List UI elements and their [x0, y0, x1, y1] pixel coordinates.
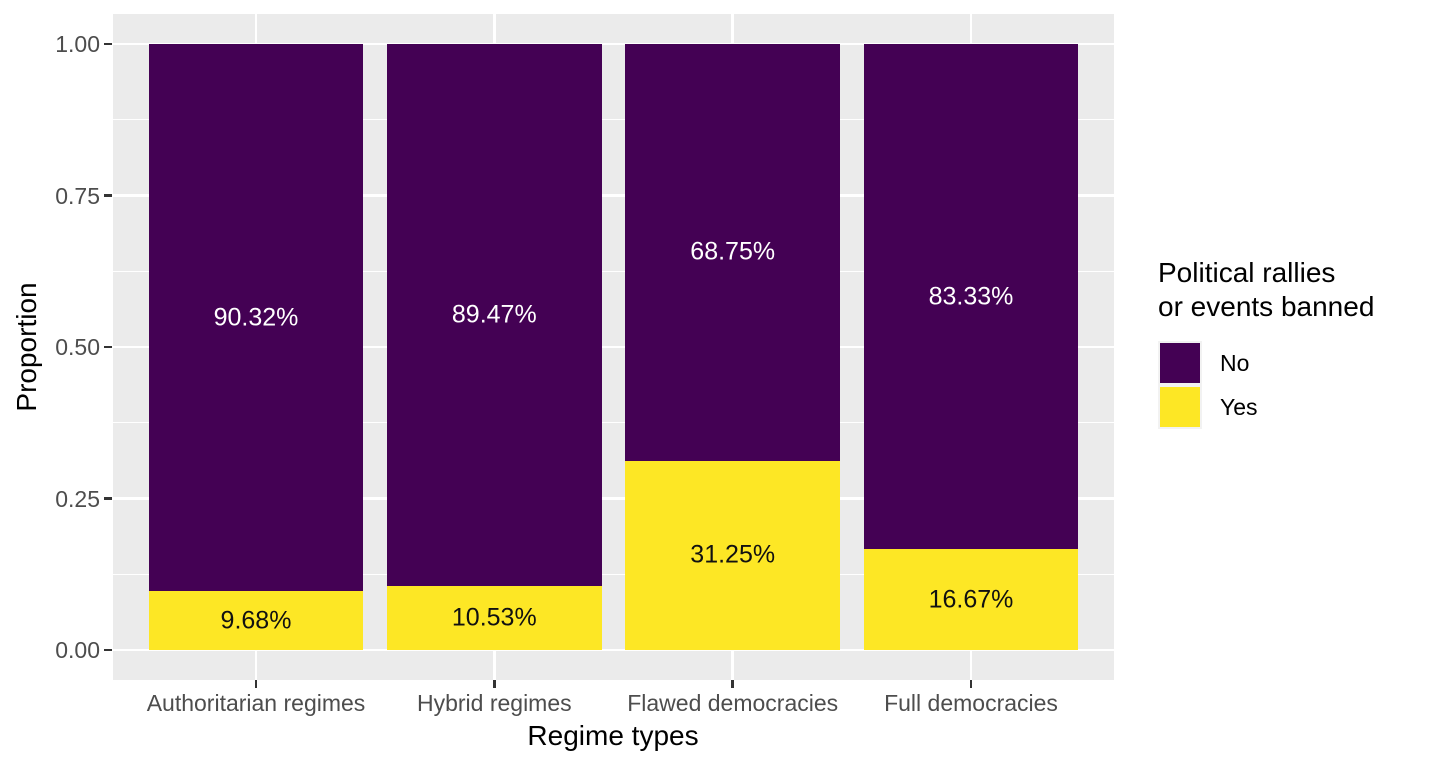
h-minor-gridline	[113, 422, 1114, 424]
h-major-gridline	[113, 194, 1114, 197]
bar-segment-no	[863, 44, 1079, 549]
x-tick-label: Full democracies	[884, 690, 1058, 716]
y-tick-mark	[104, 345, 112, 349]
h-major-gridline	[113, 42, 1114, 46]
bar-segment-no	[625, 44, 840, 461]
bar-segment-yes	[148, 591, 364, 650]
y-tick-label: 0.25	[55, 485, 100, 512]
bar-segment-no	[148, 44, 364, 592]
x-tick-label: Authoritarian regimes	[146, 690, 366, 716]
legend-key-swatch	[1158, 341, 1202, 385]
legend-key-swatch	[1158, 385, 1202, 429]
x-tick-mark	[731, 680, 734, 688]
bar-label-yes: 10.53%	[451, 603, 537, 632]
bar-label-no: 90.32%	[213, 303, 299, 332]
y-tick-label: 0.00	[55, 637, 100, 663]
y-tick-label: 1.00	[55, 31, 100, 57]
legend-entry: No	[1158, 341, 1258, 385]
h-minor-gridline	[113, 573, 1114, 575]
h-minor-gridline	[113, 270, 1114, 272]
y-tick-mark	[104, 42, 112, 46]
bar-label-no: 89.47%	[451, 300, 537, 329]
legend-title: Political rallies or events banned	[1158, 257, 1375, 322]
bar-label-yes: 16.67%	[928, 585, 1014, 613]
h-minor-gridline	[113, 119, 1114, 121]
bar-segment-yes	[387, 586, 602, 650]
x-tick-mark	[254, 680, 258, 688]
legend-entry: Yes	[1158, 385, 1258, 429]
y-tick-mark	[104, 648, 112, 652]
h-major-gridline	[113, 497, 1114, 500]
x-axis-title: Regime types	[527, 720, 699, 751]
h-major-gridline	[113, 648, 1114, 652]
h-major-gridline	[113, 345, 1114, 349]
x-tick-label: Hybrid regimes	[416, 690, 572, 716]
bar-segment-yes	[625, 460, 840, 650]
x-tick-label: Flawed democracies	[627, 690, 839, 716]
y-tick-mark	[104, 497, 112, 500]
bar-segment-no	[387, 44, 602, 587]
legend-entry-label: Yes	[1220, 393, 1258, 420]
x-tick-mark	[493, 680, 496, 688]
y-tick-label: 0.75	[55, 182, 100, 209]
bar-label-no: 68.75%	[690, 237, 776, 266]
bar-label-yes: 31.25%	[690, 540, 776, 569]
y-tick-mark	[104, 194, 112, 197]
bar-label-no: 83.33%	[928, 282, 1014, 310]
bar-label-yes: 9.68%	[220, 606, 292, 635]
x-tick-mark	[969, 680, 973, 688]
legend-entry-label: No	[1220, 349, 1250, 376]
legend: No Yes	[1158, 341, 1258, 429]
plot-panel: 90.32% 9.68% 89.47% 10.53% 68.75% 31.25% 83.33…	[113, 14, 1114, 680]
y-tick-label: 0.50	[55, 334, 100, 360]
bar-segment-yes	[863, 549, 1079, 650]
